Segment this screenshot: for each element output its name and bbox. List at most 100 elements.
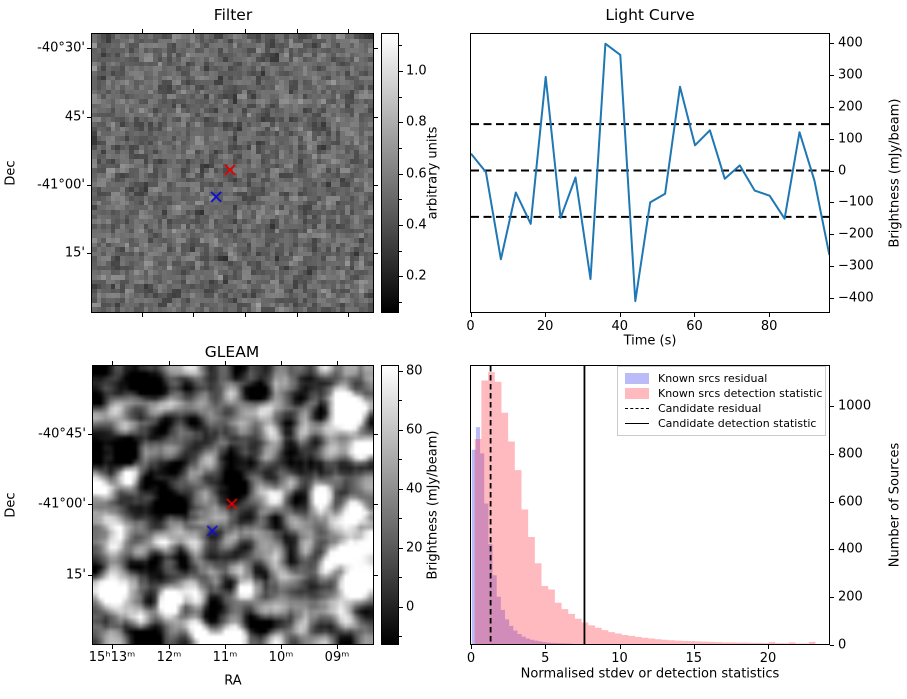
legend-swatch-dashed-line [625, 408, 649, 409]
lc-ytick-3 [830, 138, 834, 140]
lc-ytick-label-5: −100 [838, 194, 874, 210]
lc-xtick-2 [619, 313, 621, 317]
gleam-image-panel [92, 365, 374, 645]
filter-cbar-minortick-2 [399, 147, 402, 149]
gleam-cbar-tick-1 [399, 429, 403, 431]
hist-ytick-5 [830, 406, 834, 408]
filter-cbar-tick-3 [399, 224, 403, 226]
hist-ytick-4 [830, 453, 834, 455]
lc-ytick-8 [830, 298, 834, 300]
hist-ytick-label-0: 0 [838, 637, 847, 653]
gleam-xtick-bottom-0 [112, 645, 113, 649]
filter-noise-image [92, 34, 373, 312]
lc-xtick-3 [694, 313, 696, 317]
filter-cbar-label-2: 0.6 [406, 166, 427, 182]
gleam-xtick-bottom-1 [169, 645, 170, 649]
legend-swatch-blue-patch [625, 373, 649, 384]
gleam-sky-image [93, 366, 373, 644]
hist-ytick-label-1: 200 [838, 589, 863, 605]
lc-ytick-label-7: −300 [838, 258, 874, 274]
lightcurve-line [471, 42, 829, 303]
legend-label-2: Candidate residual [658, 402, 762, 415]
gleam-xtick-label-2: 11ᵐ [212, 650, 238, 665]
filter-ytick-label-1: 45' [64, 109, 85, 125]
gleam-cbar-minortick-4 [399, 636, 402, 638]
lc-xtick-label-4: 80 [760, 319, 778, 334]
filter-xtick-bottom-0 [142, 313, 143, 317]
lc-ytick-label-3: 100 [838, 131, 863, 147]
filter-ytick-right-1 [374, 117, 378, 118]
filter-xtick-bottom-1 [193, 313, 194, 317]
filter-cbar-minortick-3 [399, 199, 402, 201]
filter-image-panel [91, 33, 374, 313]
filter-cbar-minortick-5 [399, 301, 402, 303]
lightcurve-panel [470, 33, 830, 313]
gleam-cbar-tick-2 [399, 488, 403, 490]
histogram-ylabel: Number of Sources [887, 442, 903, 568]
gleam-ytick-label-1: -41°00' [38, 496, 86, 512]
legend-row-0: Known srcs residual [625, 372, 818, 385]
gleam-xtick-label-0: 15ʰ13ᵐ [88, 650, 136, 665]
gleam-xtick-top-3 [281, 361, 282, 365]
lc-ytick-1 [830, 74, 834, 76]
filter-ytick-label-2: -41°00' [37, 177, 85, 193]
filter-cbar-label-3: 0.4 [406, 217, 427, 233]
hist-ytick-3 [830, 501, 834, 503]
gleam-ytick-left-2 [88, 575, 92, 576]
legend-row-3: Candidate detection statistic [625, 417, 818, 430]
gleam-cbar-label-2: 40 [406, 481, 423, 497]
gleam-cbar-tick-3 [399, 547, 403, 549]
gleam-cbar-tick-0 [399, 370, 403, 372]
hist-ytick-label-4: 800 [838, 446, 863, 462]
lightcurve-xlabel: Time (s) [623, 333, 677, 349]
hist-xtick-4 [768, 645, 769, 649]
hist-xtick-label-3: 15 [685, 651, 703, 666]
lc-xtick-label-2: 40 [611, 319, 629, 334]
gleam-xtick-top-2 [225, 361, 226, 365]
filter-cbar-label-1: 0.8 [406, 114, 427, 130]
gleam-cbar-label-0: 80 [406, 363, 423, 379]
hist-xtick-0 [471, 645, 472, 649]
legend-label-1: Known srcs detection statistic [658, 387, 823, 400]
filter-xtick-bottom-2 [245, 313, 246, 317]
gleam-cbar-minortick-3 [399, 577, 402, 579]
hist-xtick-2 [619, 645, 621, 649]
lc-xtick-label-0: 0 [466, 319, 475, 334]
lc-xtick-label-3: 60 [686, 319, 703, 334]
filter-ytick-left-1 [87, 117, 91, 118]
gleam-title: GLEAM [204, 343, 260, 361]
hist-ytick-2 [830, 549, 834, 551]
lc-ytick-label-2: 200 [838, 99, 863, 115]
gleam-ylabel: Dec [3, 492, 19, 518]
filter-colorbar-label: arbitrary units [425, 126, 441, 220]
filter-xtick-top-2 [245, 29, 246, 33]
filter-cbar-minortick-0 [399, 45, 402, 47]
gleam-xtick-top-4 [337, 361, 338, 365]
filter-cbar-label-4: 0.2 [406, 268, 427, 284]
lc-xtick-4 [769, 313, 771, 317]
gleam-xlabel: RA [224, 673, 242, 689]
gleam-ytick-left-0 [88, 434, 92, 435]
gleam-ytick-right-2 [374, 575, 378, 576]
gleam-xtick-bottom-2 [225, 645, 226, 649]
lc-ytick-label-0: 400 [838, 35, 863, 51]
filter-xtick-bottom-4 [348, 313, 349, 317]
gleam-cbar-label-3: 20 [406, 540, 423, 556]
filter-cbar-tick-0 [399, 71, 403, 72]
filter-colorbar [381, 33, 399, 313]
gleam-xtick-label-1: 12ᵐ [156, 650, 182, 665]
lightcurve-ylabel: Brightness (mJy/beam) [887, 98, 903, 248]
hist-ytick-1 [830, 597, 834, 599]
legend-label-0: Known srcs residual [658, 372, 768, 385]
filter-ytick-left-0 [87, 48, 91, 49]
gleam-xtick-label-3: 10ᵐ [268, 650, 294, 665]
hist-xtick-3 [693, 645, 695, 649]
gleam-cbar-minortick-0 [399, 400, 402, 402]
gleam-xtick-bottom-4 [337, 645, 338, 649]
lc-xtick-0 [470, 313, 472, 317]
legend-row-1: Known srcs detection statistic [625, 387, 822, 400]
filter-ytick-left-3 [87, 253, 91, 254]
gleam-ytick-left-1 [88, 504, 92, 505]
lc-ytick-label-4: 0 [838, 163, 847, 178]
